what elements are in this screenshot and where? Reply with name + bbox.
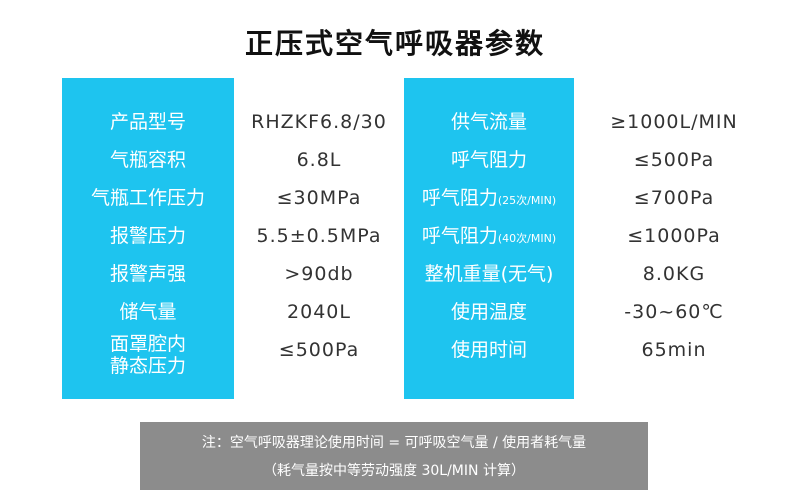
param-label-line: 静态压力 — [109, 355, 186, 377]
param-value: ≤500Pa — [633, 149, 715, 171]
param-value: -30~60℃ — [624, 301, 724, 323]
param-label-multiline: 面罩腔内 静态压力 — [110, 331, 186, 377]
param-label-line: 面罩腔内 — [109, 333, 186, 355]
param-label-text: 使用时间 — [450, 339, 527, 361]
param-label: 供气流量 — [404, 103, 574, 141]
param-value: 8.0KG — [642, 263, 706, 285]
param-label-text: 呼气阻力 — [450, 149, 527, 171]
param-value: ≥1000L/MIN — [610, 111, 738, 133]
param-value: ≤700Pa — [633, 187, 715, 209]
param-label: 呼气阻力(40次/MIN) — [404, 217, 574, 255]
left-label-column — [62, 78, 234, 399]
param-label: 气瓶容积 — [109, 149, 186, 171]
param-value: ≤1000Pa — [627, 225, 721, 247]
table-row: 产品型号 RHZKF6.8/30 供气流量 ≥1000L/MIN — [0, 103, 790, 141]
param-label-sub: (40次/MIN) — [497, 232, 557, 245]
table-row: 气瓶容积 6.8L 呼气阻力 ≤500Pa — [0, 141, 790, 179]
param-label: 使用时间 — [404, 331, 574, 369]
param-label: 面罩腔内 静态压力 — [62, 331, 234, 377]
table-row: 报警声强 >90db 整机重量(无气) 8.0KG — [0, 255, 790, 293]
param-value: ≤30MPa — [276, 187, 362, 209]
param-label: 使用温度 — [404, 293, 574, 331]
param-label: 呼气阻力 — [404, 141, 574, 179]
param-label: 报警声强 — [109, 263, 186, 285]
param-label-text: 整机重量(无气) — [424, 263, 554, 285]
param-label: 产品型号 — [109, 111, 186, 133]
table-row: 报警压力 5.5±0.5MPa 呼气阻力(40次/MIN) ≤1000Pa — [0, 217, 790, 255]
param-value: 65min — [641, 339, 707, 361]
param-label-sub: (25次/MIN) — [497, 194, 557, 207]
param-label-text: 供气流量 — [450, 111, 527, 133]
note-line: （耗气量按中等劳动强度 30L/MIN 计算） — [263, 463, 525, 479]
param-label-text: 呼气阻力 — [421, 187, 498, 209]
param-label: 气瓶工作压力 — [90, 187, 205, 209]
param-label: 呼气阻力(25次/MIN) — [404, 179, 574, 217]
param-label: 整机重量(无气) — [404, 255, 574, 293]
page-title: 正压式空气呼吸器参数 — [244, 27, 545, 60]
param-value: >90db — [284, 263, 354, 285]
table-row: 储气量 2040L 使用温度 -30~60℃ — [0, 293, 790, 331]
note-box: 注：空气呼吸器理论使用时间 = 可呼吸空气量 / 使用者耗气量 （耗气量按中等劳… — [140, 422, 648, 490]
param-label-text: 使用温度 — [450, 301, 527, 323]
param-value: 6.8L — [296, 149, 342, 171]
param-label: 储气量 — [119, 301, 177, 323]
param-value: ≤500Pa — [278, 339, 360, 361]
param-label: 报警压力 — [109, 225, 186, 247]
parameter-table: 产品型号 RHZKF6.8/30 供气流量 ≥1000L/MIN 气瓶容积 6.… — [0, 103, 790, 377]
note-line: 注：空气呼吸器理论使用时间 = 可呼吸空气量 / 使用者耗气量 — [201, 435, 587, 451]
param-value: 5.5±0.5MPa — [256, 225, 382, 247]
right-label-column — [404, 78, 574, 399]
param-value: RHZKF6.8/30 — [251, 111, 387, 133]
table-row: 气瓶工作压力 ≤30MPa 呼气阻力(25次/MIN) ≤700Pa — [0, 179, 790, 217]
param-value: 2040L — [287, 301, 351, 323]
table-row: 面罩腔内 静态压力 ≤500Pa 使用时间 65min — [0, 331, 790, 377]
param-label-text: 呼气阻力 — [421, 225, 498, 247]
